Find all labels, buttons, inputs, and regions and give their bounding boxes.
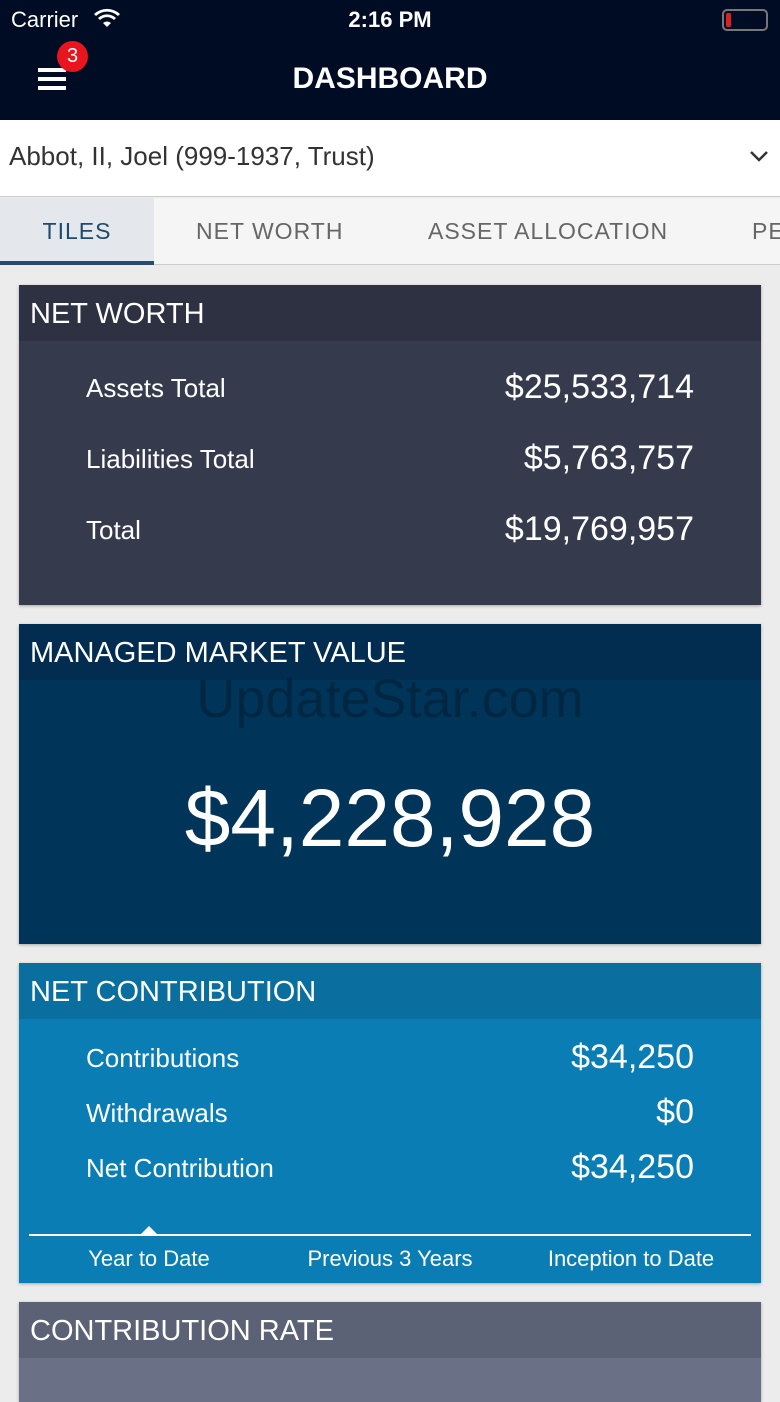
row-value: $0 — [656, 1093, 694, 1131]
card-title: CONTRIBUTION RATE — [19, 1302, 761, 1358]
row-value: $5,763,757 — [523, 439, 694, 477]
row-label: Contributions — [86, 1043, 240, 1073]
tab[interactable]: NET WORTH — [196, 218, 344, 244]
watermark: UpdateStar.com — [196, 669, 584, 729]
row-value: $25,533,714 — [504, 368, 694, 406]
row: Contributions $34,250 — [86, 1038, 694, 1076]
period-option[interactable]: Inception to Date — [547, 1246, 715, 1271]
managed-market-value-card[interactable]: MANAGED MARKET VALUE UpdateStar.com $4,2… — [19, 624, 761, 944]
clock: 2:16 PM — [348, 7, 432, 32]
card-title: NET CONTRIBUTION — [19, 963, 761, 1019]
menu-button[interactable] — [38, 68, 66, 92]
page-title: DASHBOARD — [292, 62, 488, 95]
row-label: Withdrawals — [86, 1098, 228, 1128]
row-label: Total — [86, 515, 141, 545]
row: Assets Total $25,533,714 — [86, 368, 694, 406]
row: Total $19,769,957 — [86, 510, 694, 548]
tab-active[interactable] — [0, 198, 154, 265]
row-label: Liabilities Total — [86, 444, 255, 474]
row-value: $19,769,957 — [504, 510, 694, 548]
row: Liabilities Total $5,763,757 — [86, 439, 694, 477]
battery — [722, 9, 768, 31]
account-label: Abbot, II, Joel (999-1937, Trust) — [9, 141, 375, 171]
market-value: $4,228,928 — [184, 773, 596, 864]
row: Withdrawals $0 — [86, 1093, 694, 1131]
row: Net Contribution $34,250 — [86, 1148, 694, 1186]
row-value: $34,250 — [571, 1038, 694, 1076]
tab[interactable]: TILES — [42, 218, 112, 244]
net-contribution-card[interactable]: NET CONTRIBUTION Contributions $34,250 Wi… — [19, 963, 761, 1283]
period-option[interactable]: Year to Date — [88, 1246, 210, 1271]
card-title: NET WORTH — [19, 285, 761, 341]
account-selector[interactable] — [0, 120, 780, 197]
net-worth-card[interactable]: NET WORTH Assets Total $25,533,714 Liabil… — [19, 285, 761, 605]
wifi-icon — [94, 8, 120, 27]
row-value: $34,250 — [571, 1148, 694, 1186]
row-label: Assets Total — [86, 373, 226, 403]
tab[interactable]: PE — [752, 218, 780, 244]
period-option[interactable]: Previous 3 Years — [307, 1246, 473, 1271]
period-indicator — [141, 1226, 157, 1234]
period-divider — [29, 1234, 751, 1236]
dropdown-chevron[interactable] — [750, 151, 768, 163]
contribution-rate-card[interactable]: CONTRIBUTION RATE — [19, 1302, 761, 1402]
row-label: Net Contribution — [86, 1153, 274, 1183]
carrier: Carrier — [11, 7, 79, 32]
top-bar — [0, 0, 780, 120]
tab[interactable]: ASSET ALLOCATION — [428, 218, 669, 244]
notification-badge: 3 — [57, 41, 88, 72]
card-title: MANAGED MARKET VALUE — [19, 624, 761, 680]
